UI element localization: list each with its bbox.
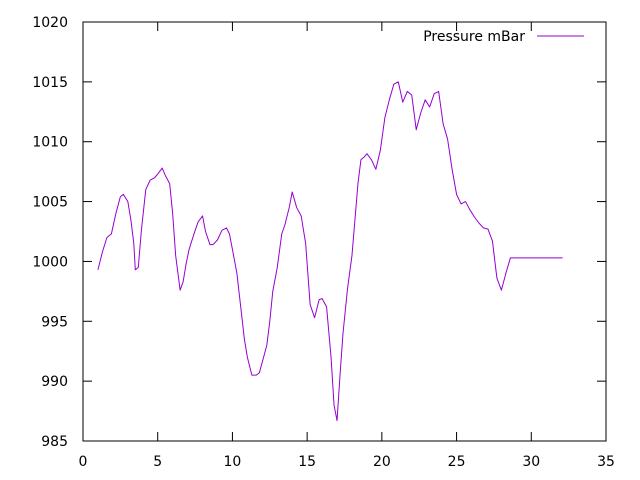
x-tick-label: 10 bbox=[224, 454, 242, 470]
x-tick-label: 15 bbox=[298, 454, 316, 470]
y-tick-label: 1000 bbox=[32, 254, 68, 270]
x-tick-label: 35 bbox=[597, 454, 615, 470]
x-tick-label: 0 bbox=[79, 454, 88, 470]
legend-label-0: Pressure mBar bbox=[423, 29, 525, 45]
x-tick-label: 25 bbox=[448, 454, 466, 470]
y-tick-label: 990 bbox=[41, 374, 68, 390]
y-tick-label: 1020 bbox=[32, 15, 68, 31]
x-tick-label: 20 bbox=[373, 454, 391, 470]
plot-border bbox=[82, 21, 607, 442]
axes bbox=[82, 21, 607, 442]
tick-labels: 0 5 10 15 20 25 30 3598599099510001005101010151… bbox=[32, 15, 615, 470]
x-tick-label: 30 bbox=[522, 454, 540, 470]
y-tick-label: 1015 bbox=[32, 75, 68, 91]
series-layer bbox=[97, 81, 563, 422]
x-tick-label: 5 bbox=[153, 454, 162, 470]
y-tick-label: 985 bbox=[41, 434, 68, 450]
y-tick-label: 995 bbox=[41, 314, 68, 330]
y-tick-label: 1005 bbox=[32, 195, 68, 211]
series-line-0 bbox=[97, 81, 563, 422]
y-tick-label: 1010 bbox=[32, 135, 68, 151]
legend: Pressure mBar bbox=[423, 29, 584, 45]
